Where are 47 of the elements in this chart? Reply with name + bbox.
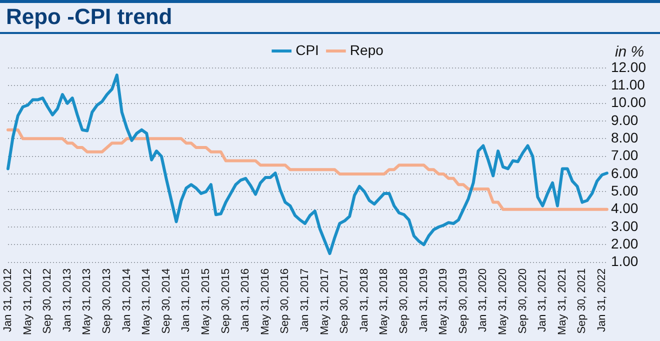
x-tick-label: Jan 31, 2015 [180,268,192,332]
x-tick-label: Sep 30, 2020 [516,268,529,334]
x-tick-label: May 31, 2014 [140,268,153,335]
x-tick-label: Sep 30, 2017 [338,268,351,334]
x-tick-label: Jan 31, 2022 [596,268,608,332]
y-tick-label: 7.00 [610,147,638,164]
y-tick-label: 1.00 [610,253,638,270]
x-tick-label: Sep 30, 2016 [279,268,292,334]
x-tick-label: May 31, 2015 [200,268,212,335]
x-tick-label: Jan 31, 2019 [418,268,430,332]
y-tick-label: 9.00 [610,112,638,128]
x-tick-label: May 31, 2020 [497,268,510,335]
x-tick-label: Sep 30, 2012 [42,268,54,334]
x-tick-label: Sep 30, 2021 [576,268,588,334]
y-tick-label: 2.00 [610,236,638,252]
x-tick-label: Jan 31, 2021 [536,268,549,332]
x-tick-label: May 31, 2013 [81,268,94,335]
y-tick-label: 5.00 [610,182,638,199]
x-tick-label: May 31, 2018 [378,268,390,335]
x-tick-label: Jan 31, 2013 [61,268,74,332]
x-tick-label: Jan 31, 2012 [2,268,14,332]
y-axis-title: in % [614,44,644,61]
y-tick-label: 3.00 [610,218,638,234]
x-tick-label: Sep 30, 2019 [457,268,470,334]
x-tick-label: May 31, 2016 [259,268,272,335]
x-tick-label: Sep 30, 2013 [101,268,114,334]
y-tick-label: 6.00 [610,164,638,181]
x-tick-label: May 31, 2019 [438,268,450,335]
y-tick-label: 12.00 [610,58,646,75]
x-tick-label: Jan 31, 2017 [299,268,312,332]
x-tick-label: Jan 31, 2020 [477,268,490,332]
chart-title: Repo -CPI trend [0,3,660,34]
y-tick-label: 4.00 [610,200,638,216]
y-tick-label: 8.00 [610,130,638,146]
x-tick-label: May 31, 2012 [22,268,34,335]
x-tick-label: Jan 31, 2018 [358,268,370,332]
y-tick-label: 11.00 [610,76,646,93]
x-tick-label: Jan 31, 2016 [240,268,252,332]
legend-label: CPI [296,42,319,58]
y-tick-label: 10.00 [610,94,646,110]
x-tick-label: Sep 30, 2014 [160,268,172,334]
x-tick-label: Sep 30, 2018 [398,268,410,334]
legend-label: Repo [350,42,384,58]
x-tick-label: May 31, 2017 [318,268,331,335]
x-tick-label: Jan 31, 2014 [120,268,133,332]
x-tick-label: Sep 30, 2015 [220,268,232,334]
x-tick-label: May 31, 2021 [556,268,568,335]
